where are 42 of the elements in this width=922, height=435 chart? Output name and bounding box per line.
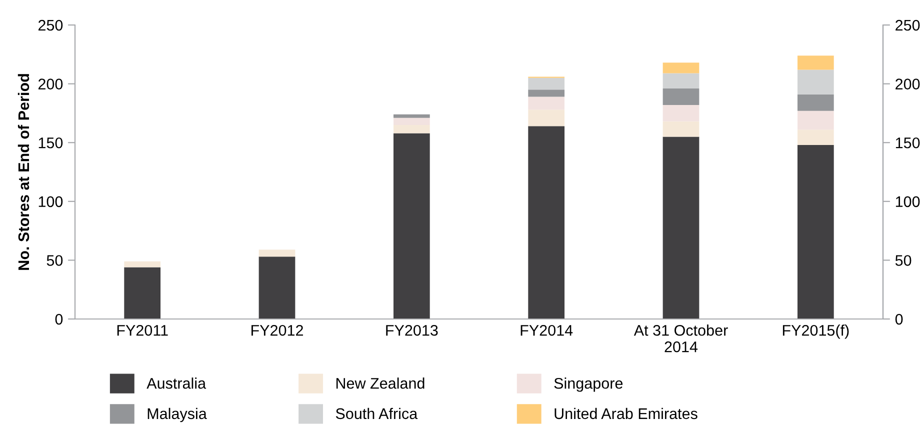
x-tick-label: FY2015(f)	[782, 324, 849, 339]
legend-label: United Arab Emirates	[554, 408, 698, 420]
bar	[393, 114, 430, 118]
y2-tick-label: 100	[896, 196, 920, 208]
bar	[797, 144, 834, 319]
legend-label: New Zealand	[336, 378, 424, 389]
bar	[662, 73, 700, 89]
bar	[393, 133, 430, 319]
y2-tick-label: 50	[895, 255, 912, 266]
bar	[124, 261, 161, 268]
legend-label: Malaysia	[148, 408, 207, 422]
bar	[662, 62, 700, 74]
bar	[528, 78, 565, 90]
x-tick-label: FY2012	[252, 324, 303, 336]
y-tick-label: 250	[38, 20, 63, 31]
y-tick-label: 0	[55, 314, 63, 325]
bar	[258, 256, 296, 319]
legend-label: Singapore	[554, 378, 623, 392]
x-tick-label: FY2013	[386, 324, 438, 336]
y2-tick-label: 150	[896, 137, 920, 148]
y-tick-label: 100	[38, 196, 63, 208]
legend-label: Australia	[146, 378, 206, 389]
y-tick-label: 200	[38, 78, 63, 90]
y-axis-title: No. Stores at End of Period	[18, 74, 30, 270]
x-tick-label: FY2014	[520, 324, 573, 336]
y2-tick-label: 250	[896, 20, 920, 31]
y-tick-label: 150	[38, 137, 63, 148]
y2-tick-label: 200	[896, 78, 920, 90]
bar	[662, 88, 700, 105]
y2-tick-label: 0	[895, 314, 903, 325]
bar	[797, 56, 834, 70]
bar	[662, 136, 700, 319]
bar	[797, 94, 834, 111]
x-tick-label: At 31 October 2014	[634, 324, 728, 352]
bar	[528, 126, 565, 319]
y-tick-label: 50	[46, 255, 63, 266]
bar	[797, 70, 834, 94]
bar	[528, 90, 565, 97]
legend-label: South Africa	[336, 408, 418, 420]
x-tick-label: FY2011	[117, 324, 168, 336]
bar	[124, 267, 161, 319]
bar	[258, 250, 296, 257]
